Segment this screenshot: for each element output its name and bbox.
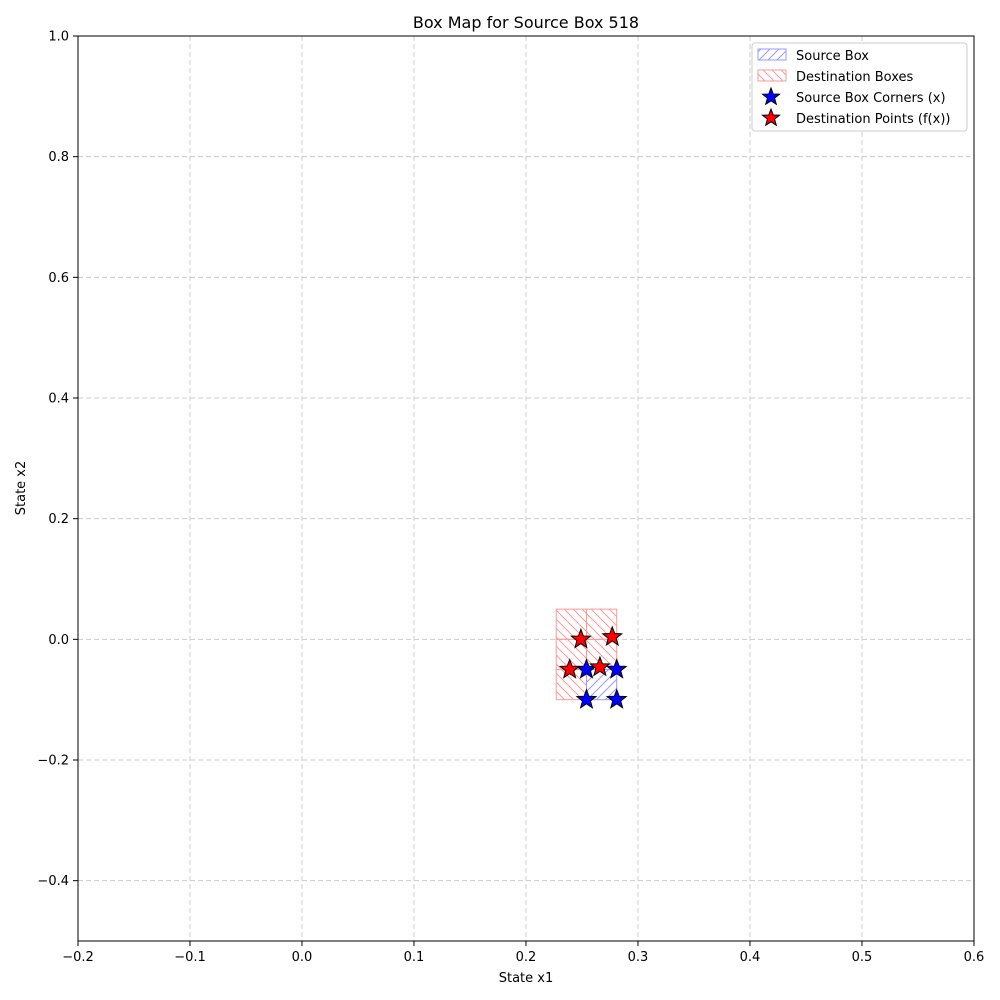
destination-point-marker: [558, 658, 581, 679]
source-corner-marker: [575, 688, 598, 709]
legend-label-destination-boxes: Destination Boxes: [796, 70, 913, 85]
markers-layer: [558, 625, 628, 709]
x-tick-label: −0.2: [62, 950, 94, 965]
y-tick-label: 0.8: [48, 150, 69, 165]
x-tick-label: 0.5: [852, 950, 873, 965]
legend-label-destination-points: Destination Points (f(x)): [796, 112, 950, 127]
legend-marker-source-corners: [761, 86, 781, 106]
chart-title: Box Map for Source Box 518: [413, 13, 639, 32]
y-tick-label: 1.0: [48, 30, 69, 45]
legend-star-icon: [761, 86, 781, 106]
destination-point-marker: [589, 655, 611, 677]
source-corner-marker: [605, 688, 628, 709]
legend-marker-destination-points: [761, 107, 781, 127]
legend-swatch-source-box: [757, 48, 787, 61]
x-tick-label: 0.0: [292, 950, 313, 965]
x-tick-label: 0.3: [628, 950, 649, 965]
legend-label-source-box: Source Box: [796, 49, 869, 64]
y-tick-label: −0.2: [37, 754, 69, 769]
legend-frame: [751, 42, 968, 132]
y-tick-label: 0.4: [48, 392, 69, 407]
x-tick-label: 0.6: [964, 950, 985, 965]
y-tick-label: 0.2: [48, 512, 69, 527]
destination-point-marker: [570, 627, 592, 649]
y-axis-label: State x2: [14, 461, 29, 516]
x-axis-label: State x1: [499, 971, 554, 986]
legend-swatch-destination-boxes: [757, 69, 787, 82]
y-tick-label: −0.4: [37, 874, 69, 889]
source-corner-marker: [605, 658, 628, 679]
legend-star-icon: [761, 107, 781, 127]
axis-ticks: −0.2 −0.1 0.0 0.1 0.2 0.3 0.4 0.5 0.6 −0.4 −0.2 0.0…: [37, 30, 984, 966]
destination-point-marker: [601, 625, 624, 647]
y-tick-label: 0.6: [48, 271, 69, 286]
x-tick-label: 0.1: [404, 950, 425, 965]
legend-label-source-corners: Source Box Corners (x): [796, 91, 946, 106]
legend: Source Box Destination Boxes Source Box …: [751, 42, 968, 132]
x-tick-label: 0.2: [516, 950, 537, 965]
boxes-layer: [555, 608, 618, 701]
destination-box: [555, 608, 587, 640]
y-tick-label: 0.0: [48, 633, 69, 648]
x-tick-label: 0.4: [740, 950, 761, 965]
x-tick-label: −0.1: [174, 950, 206, 965]
